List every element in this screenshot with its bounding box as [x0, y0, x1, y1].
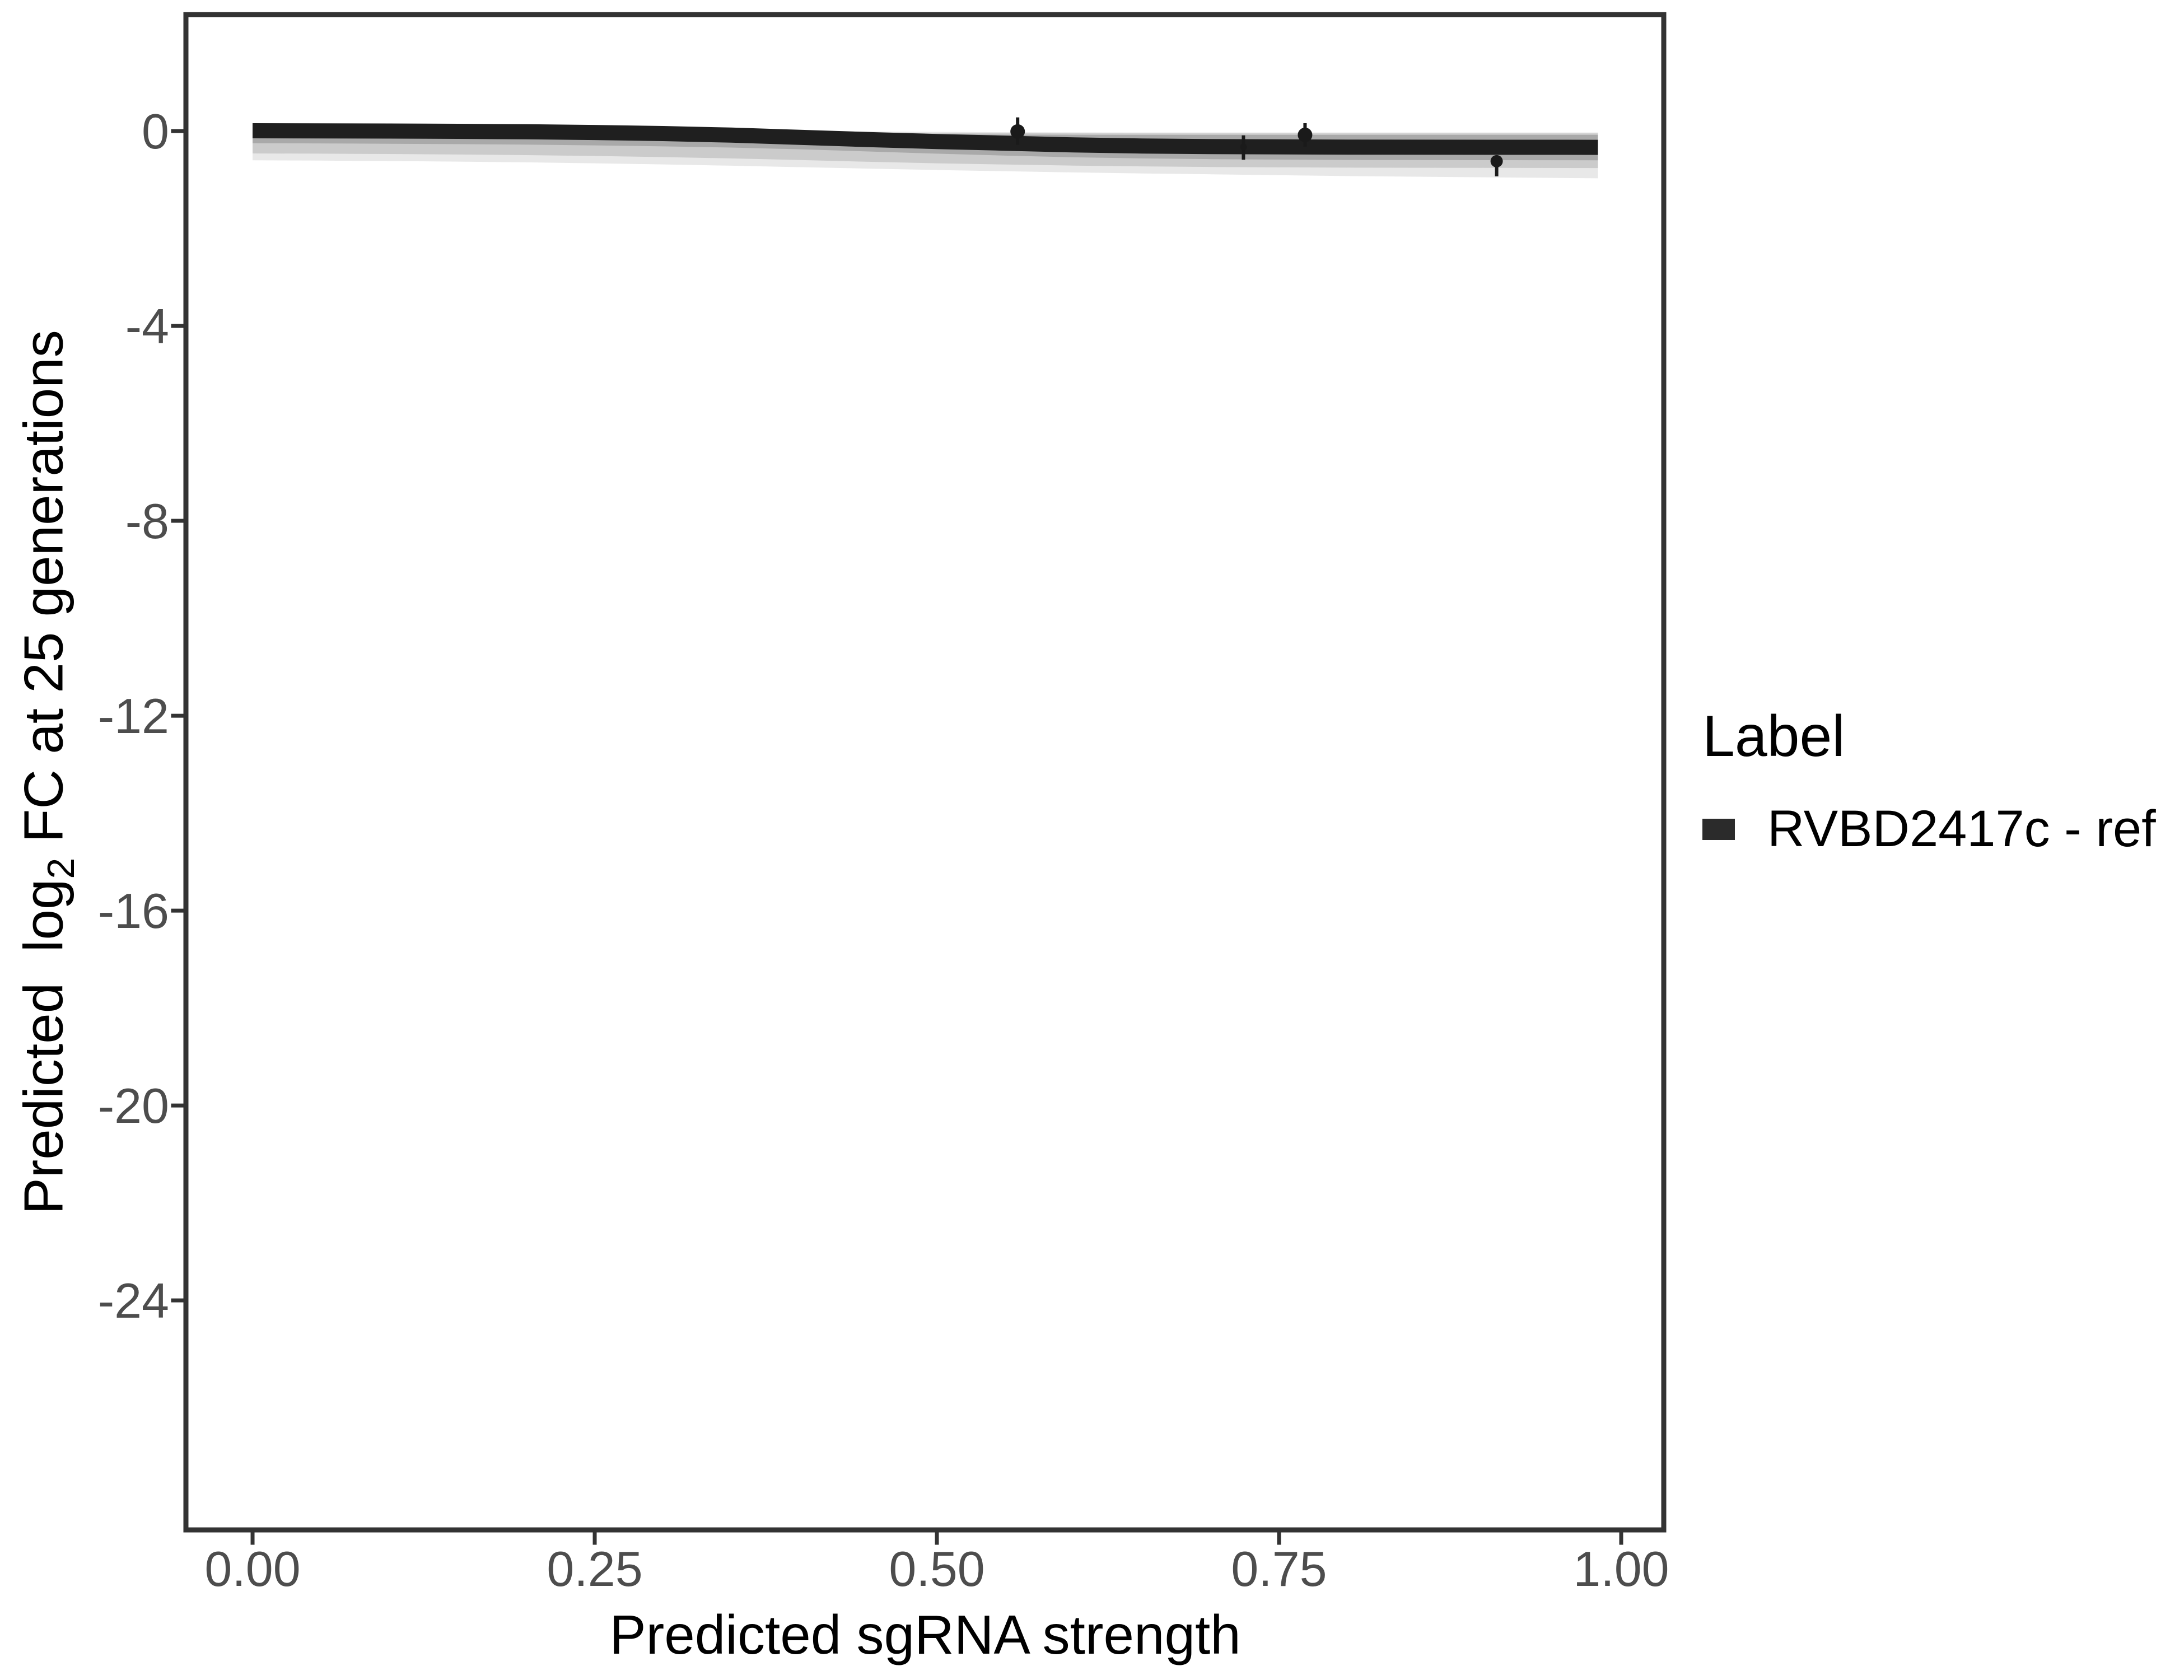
data-point	[1010, 124, 1025, 139]
y-tick-label: -12	[98, 688, 169, 744]
y-tick-label: -4	[125, 298, 169, 354]
data-point	[1240, 143, 1247, 151]
legend-entry: RVBD2417c - ref	[1702, 801, 2173, 857]
x-tick-label: 0.25	[547, 1541, 642, 1597]
y-axis-title-pre: Predicted log	[12, 879, 74, 1215]
x-tick-label: 0.75	[1231, 1541, 1327, 1597]
y-tick-label: 0	[142, 104, 169, 159]
fit-line	[252, 123, 1598, 155]
y-axis-title-post: FC at 25 generations	[12, 330, 74, 858]
data-point	[1298, 127, 1313, 142]
legend-entry-label: RVBD2417c - ref	[1767, 800, 2156, 858]
x-tick-label: 1.00	[1573, 1541, 1669, 1597]
y-tick-label: -8	[125, 493, 169, 549]
legend: Label RVBD2417c - ref	[1702, 704, 2173, 858]
x-axis-title: Predicted sgRNA strength	[609, 1604, 1241, 1665]
x-tick-label: 0.00	[204, 1541, 300, 1597]
legend-title: Label	[1702, 704, 1845, 769]
y-tick-label: -16	[98, 883, 169, 939]
legend-key-swatch	[1702, 818, 1735, 840]
y-tick-label: -24	[98, 1273, 169, 1328]
x-tick-label: 0.50	[889, 1541, 984, 1597]
panel-border	[183, 12, 1667, 1533]
y-axis-title: Predicted log2 FC at 25 generations	[12, 330, 83, 1215]
data-point	[1490, 155, 1503, 167]
y-tick-label: -20	[98, 1078, 169, 1133]
y-axis-title-subscript: 2	[40, 857, 83, 879]
